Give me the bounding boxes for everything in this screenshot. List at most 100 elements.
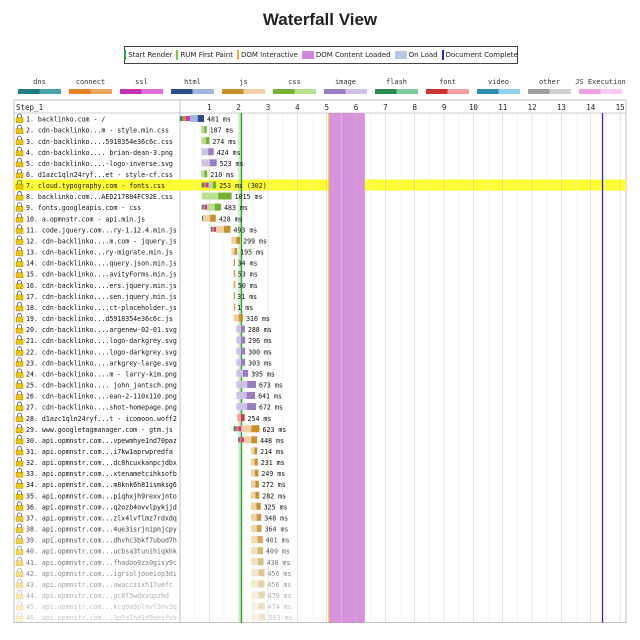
resource-type-swatch	[273, 89, 295, 94]
row-label: 28. d1azc1qln24ryf...t - icomoon.woff2	[26, 415, 177, 423]
lock-icon	[15, 257, 24, 267]
lock-icon	[15, 146, 24, 157]
row-label: 11. code.jquery.com...ry-1.12.4.min.js	[26, 226, 177, 234]
legend-item: Document Complete	[441, 50, 518, 60]
row-time-label: 623 ms	[263, 426, 287, 434]
row-label: 22. cdn-backlinko....logo-darkgrey.svg	[26, 348, 177, 356]
row-time-label: 272 ms	[262, 481, 286, 489]
row-label: 44. api.opmnstr.com...gc8f5wdxvupzhd	[26, 592, 169, 600]
download-segment	[209, 159, 217, 167]
x-tick-label: 7	[383, 103, 388, 112]
row-label: 27. cdn-backlinko....shot-homepage.png	[26, 404, 177, 412]
x-tick-label: 11	[498, 103, 507, 112]
resource-type-label: image	[335, 78, 356, 86]
resource-type-swatch	[600, 89, 622, 94]
waiting-segment	[236, 347, 242, 355]
waiting-segment	[203, 214, 211, 222]
timing-segment	[202, 204, 205, 210]
legend-label: Document Complete	[445, 51, 518, 59]
row-label: 9. fonts.googleapis.com - css	[26, 204, 141, 212]
row-label: 18. cdn-backlinko....ct-placeholder.js	[26, 304, 177, 312]
row-time-label: 523 ms	[220, 160, 244, 168]
row-time-label: 299 ms	[243, 237, 267, 245]
row-label: 34. api.opmnstr.com...m8knk6h81ismksg6	[26, 481, 177, 489]
lock-icon	[15, 457, 24, 467]
resource-type-swatch	[447, 89, 469, 94]
row-time-label: 50 ms	[238, 282, 258, 290]
legend-item: DOM Interactive	[236, 50, 298, 60]
row-label: 14. cdn-backlinko....query.json.min.js	[26, 260, 177, 268]
lock-icon	[15, 124, 24, 134]
x-tick-label: 9	[442, 103, 447, 112]
download-segment	[242, 369, 249, 377]
legend-item: DOM Content Loaded	[301, 51, 391, 59]
download-segment	[197, 115, 205, 122]
x-tick-label: 10	[469, 103, 479, 112]
waiting-segment	[241, 425, 252, 433]
download-segment	[234, 281, 236, 289]
row-time-label: 470 ms	[268, 592, 292, 600]
resource-type-label: dns	[33, 78, 46, 86]
lock-icon	[15, 368, 24, 378]
x-tick-label: 15	[616, 103, 625, 112]
timing-segment	[205, 182, 209, 188]
download-segment	[223, 225, 231, 233]
x-tick-label: 8	[412, 103, 417, 112]
row-label: 15. cdn-backlinko....avityForms.min.js	[26, 271, 177, 279]
legend-label: DOM Interactive	[240, 51, 298, 59]
download-segment	[256, 513, 262, 521]
waiting-segment	[201, 170, 205, 178]
lock-icon	[15, 612, 24, 622]
row-time-label: 300 ms	[248, 348, 272, 356]
x-tick-label: 13	[557, 103, 566, 112]
download-segment	[204, 170, 208, 178]
legend-swatch	[441, 50, 444, 60]
row-label: 12. cdn-backlinko....m.com - jquery.js	[26, 237, 177, 245]
legend-swatch	[394, 51, 407, 59]
row-label: 10. a.opmnstr.com - api.min.js	[26, 215, 145, 223]
row-label: 46. api.opmnstr.com...3p5s1hd1d9aesfvk	[26, 614, 177, 622]
lock-icon	[15, 412, 24, 422]
timing-segment	[201, 182, 204, 188]
x-tick-label: 12	[528, 103, 537, 112]
download-segment	[254, 458, 258, 466]
waiting-segment	[233, 270, 235, 278]
lock-icon	[15, 335, 24, 345]
legend-item: Start Render	[124, 50, 172, 60]
row-label: 31. api.opmnstr.com...i7kw1aprwpredfa	[26, 448, 173, 456]
download-segment	[247, 380, 256, 388]
waiting-segment	[206, 203, 215, 211]
timing-segment	[185, 116, 190, 121]
timing-segment	[201, 204, 203, 210]
row-time-label: 303 ms	[248, 359, 272, 367]
download-segment	[246, 392, 256, 399]
lock-icon	[15, 202, 24, 212]
waiting-segment	[233, 314, 239, 322]
lock-icon	[15, 268, 24, 278]
row-label: 6. d1azc1qln24ryf...et - style-cf.css	[26, 171, 173, 179]
resource-type-swatch	[375, 89, 397, 94]
lock-icon	[15, 601, 24, 611]
waiting-segment	[251, 469, 256, 477]
resource-type-swatch	[141, 89, 163, 94]
waiting-segment	[236, 403, 248, 411]
row-time-label: 364 ms	[265, 526, 289, 534]
waiting-segment	[201, 192, 219, 200]
download-segment	[257, 547, 264, 555]
waiting-segment	[236, 336, 242, 344]
download-segment	[247, 403, 256, 411]
resource-type-swatch	[192, 89, 214, 94]
resource-type-swatch	[396, 89, 418, 94]
resource-type-swatch	[120, 89, 142, 94]
waiting-segment	[201, 137, 206, 145]
row-label: 2. cdn-backlinko...m - style.min.css	[26, 127, 169, 135]
row-time-label: 474 ms	[268, 603, 292, 611]
waiting-segment	[233, 292, 235, 300]
waiting-segment	[251, 491, 256, 499]
waiting-segment	[236, 392, 247, 399]
row-label: 8. backlinko.com...AED217884FC92E.css	[26, 193, 173, 201]
lock-icon	[15, 556, 24, 566]
lock-icon	[15, 246, 24, 256]
lock-icon	[15, 545, 24, 555]
row-time-label: 31 ms	[237, 293, 257, 301]
